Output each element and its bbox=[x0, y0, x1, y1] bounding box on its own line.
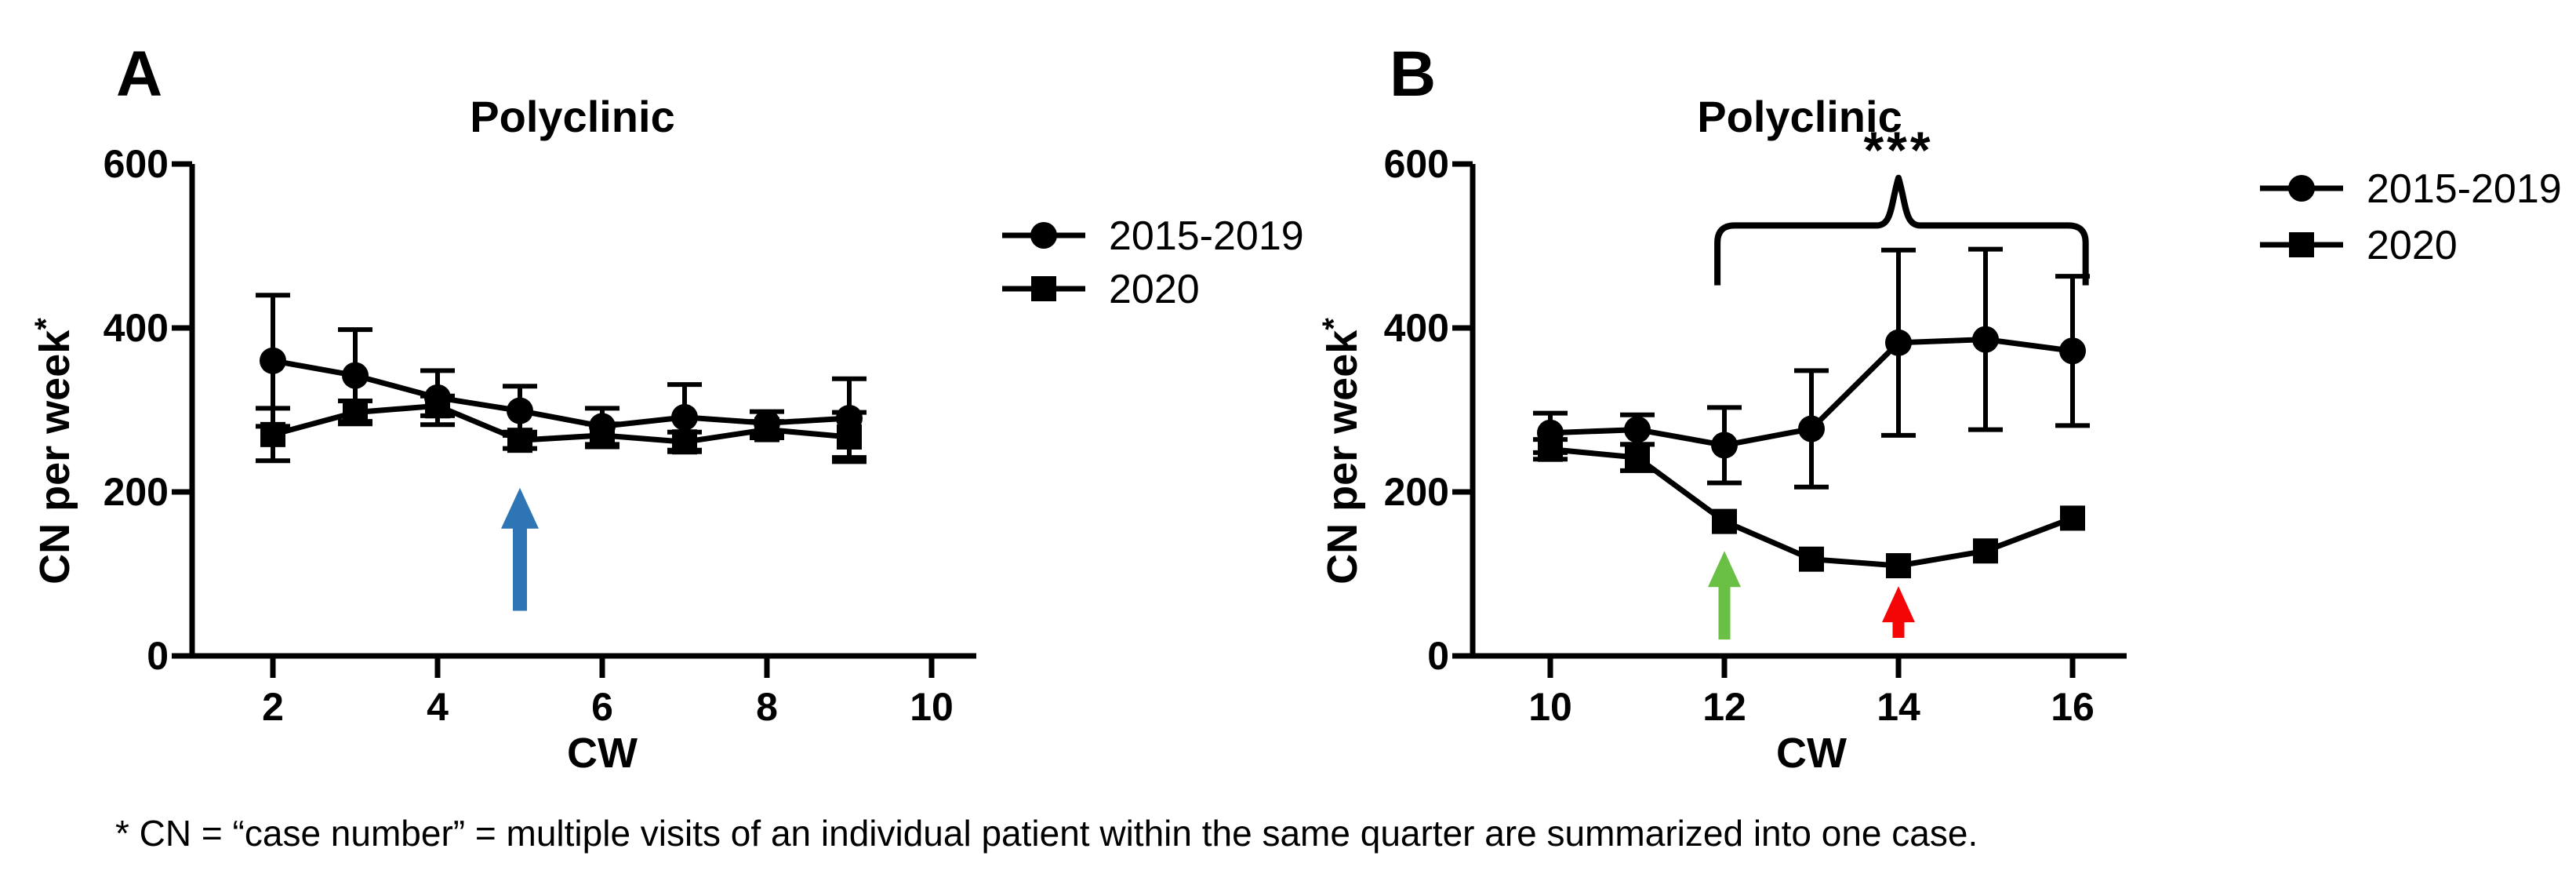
y-tick-label: 200 bbox=[1384, 470, 1449, 514]
legend-item-2015-2019: 2015-2019 bbox=[2260, 166, 2562, 212]
legend-item-2015-2019: 2015-2019 bbox=[1002, 213, 1304, 259]
panel-b-xlabel: CW bbox=[1776, 730, 1847, 777]
legend-label-2020: 2020 bbox=[1109, 267, 1200, 312]
red-arrow bbox=[1882, 586, 1915, 639]
y-tick-label: 400 bbox=[104, 306, 169, 350]
series-line-2020 bbox=[272, 402, 850, 445]
x-tick-label: 10 bbox=[1528, 685, 1572, 729]
panel-a-letter: A bbox=[116, 38, 162, 110]
x-tick-label: 2 bbox=[262, 685, 284, 729]
panel-a-xlabel: CW bbox=[567, 730, 638, 777]
legend-square-marker-icon bbox=[1031, 276, 1056, 301]
significance-bracket bbox=[1714, 174, 2089, 286]
y-tick-label: 600 bbox=[1384, 142, 1449, 186]
panel-a-ylabel: CN per week* bbox=[29, 318, 78, 585]
panel-a-legend: 2015-2019 2020 bbox=[1002, 213, 1304, 312]
footnote: * CN = “case number” = multiple visits o… bbox=[115, 813, 1978, 854]
chart-render-root: 0 200 400 600 2 4 6 8 10 CN per week* 0 200 400 600 10… bbox=[29, 142, 2127, 729]
panel-a-plot: 0 200 400 600 2 4 6 8 10 CN per week* bbox=[29, 142, 976, 729]
y-tick-label: 0 bbox=[1427, 634, 1449, 678]
axes: 0 200 400 600 2 4 6 8 10 bbox=[104, 142, 976, 729]
panel-b-title: Polyclinic bbox=[1697, 92, 1902, 141]
y-tick-label: 600 bbox=[104, 142, 169, 186]
x-tick-label: 6 bbox=[591, 685, 613, 729]
panel-b-letter: B bbox=[1390, 38, 1436, 110]
x-tick-label: 8 bbox=[756, 685, 778, 729]
y-tick-label: 0 bbox=[147, 634, 169, 678]
error-bars-2015-2019 bbox=[1533, 246, 2090, 490]
x-tick-label: 10 bbox=[910, 685, 954, 729]
x-tick-label: 4 bbox=[427, 685, 449, 729]
legend-square-marker-icon bbox=[2289, 232, 2314, 257]
legend-label-2015-2019: 2015-2019 bbox=[2367, 166, 2562, 212]
panel-a-title: Polyclinic bbox=[470, 92, 674, 141]
blue-arrow bbox=[501, 487, 539, 611]
legend-item-2020: 2020 bbox=[1002, 267, 1200, 312]
legend-label-2015-2019: 2015-2019 bbox=[1109, 213, 1304, 259]
panel-b-legend: 2015-2019 2020 bbox=[2260, 166, 2562, 268]
y-tick-label: 400 bbox=[1384, 306, 1449, 350]
series-line-2015-2019 bbox=[272, 358, 850, 429]
green-arrow bbox=[1708, 551, 1741, 640]
panel-b-ylabel: CN per week* bbox=[1317, 318, 1366, 585]
significance-stars: *** bbox=[1863, 121, 1933, 179]
x-tick-label: 12 bbox=[1702, 685, 1746, 729]
panel-b-plot: 0 200 400 600 10 12 14 16 CN per week* bbox=[1317, 142, 2127, 729]
series-markers-2020 bbox=[1538, 436, 2085, 579]
legend-circle-marker-icon bbox=[2288, 175, 2315, 202]
x-tick-label: 14 bbox=[1877, 685, 1920, 729]
legend-item-2020: 2020 bbox=[2260, 223, 2458, 268]
x-tick-label: 16 bbox=[2051, 685, 2095, 729]
legend-circle-marker-icon bbox=[1030, 222, 1057, 249]
y-tick-label: 200 bbox=[104, 470, 169, 514]
legend-label-2020: 2020 bbox=[2367, 223, 2458, 268]
series-markers-2020 bbox=[260, 393, 862, 455]
axes: 0 200 400 600 10 12 14 16 bbox=[1384, 142, 2127, 729]
